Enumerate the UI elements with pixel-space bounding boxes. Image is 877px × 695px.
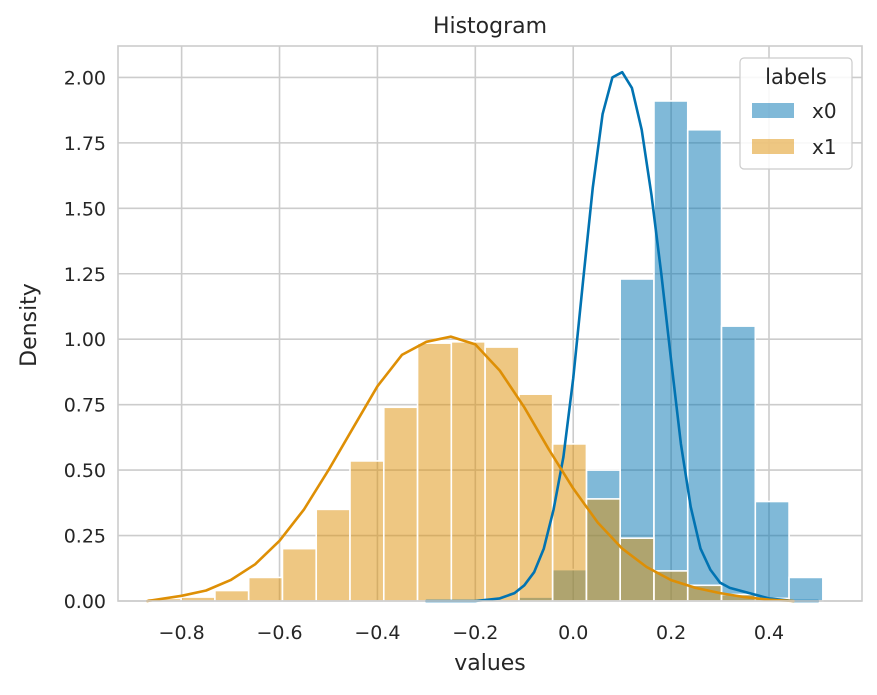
x-tick-label-1: −0.6 [256, 622, 302, 644]
x-tick-label-3: −0.2 [452, 622, 498, 644]
kde-line-x1 [146, 335, 795, 603]
bar-x1-4 [281, 547, 318, 602]
y-tick-label-6: 1.50 [64, 198, 106, 220]
bar-x1-12 [551, 443, 588, 602]
kde-layer [146, 70, 820, 603]
x-tick-label-4: 0.0 [558, 622, 588, 644]
kde-line-x0 [425, 70, 820, 603]
x-tick-label-6: 0.4 [754, 622, 784, 644]
bar-x1-6 [349, 460, 385, 602]
y-tick-label-7: 1.75 [64, 133, 106, 155]
bar-x1-3 [247, 576, 284, 602]
bar-x1-8 [416, 342, 453, 602]
legend-swatch-x1 [752, 139, 794, 154]
bar-x1-10 [484, 346, 520, 602]
x-tick-label-0: −0.8 [159, 622, 205, 644]
y-tick-label-1: 0.25 [64, 526, 106, 548]
plot-frame [117, 45, 863, 602]
y-tick-label-4: 1.00 [64, 329, 106, 351]
legend: labels x0 x1 [739, 57, 853, 170]
bar-x0-16 [686, 128, 723, 602]
bar-x0-18 [754, 500, 790, 602]
x-tick-label-5: 0.2 [656, 622, 686, 644]
bar-x0-17 [720, 325, 757, 602]
y-axis-label: Density [17, 283, 42, 367]
x-axis-label: values [454, 651, 526, 676]
y-tick-label-2: 0.50 [64, 460, 106, 482]
legend-label-x1: x1 [812, 135, 837, 159]
ticks-layer: −0.8 −0.6 −0.4 −0.2 0.0 0.2 0.4 0.00 0.25 0.50 0.7… [64, 67, 784, 644]
bar-x1-5 [315, 508, 351, 602]
bar-x1-9 [450, 341, 486, 602]
legend-swatch-x0 [752, 103, 794, 118]
y-tick-label-3: 0.75 [64, 395, 106, 417]
chart-title: Histogram [433, 14, 547, 39]
y-tick-label-0: 0.00 [64, 591, 106, 613]
bar-x1-2 [214, 589, 250, 602]
y-tick-label-8: 2.00 [64, 67, 106, 89]
y-tick-label-5: 1.25 [64, 264, 106, 286]
bar-x1-7 [382, 406, 419, 602]
bar-x1-15 [653, 570, 689, 602]
x-tick-label-2: −0.4 [354, 622, 400, 644]
bar-x0-19 [788, 576, 824, 602]
legend-label-x0: x0 [812, 99, 837, 123]
legend-title: labels [765, 65, 827, 89]
